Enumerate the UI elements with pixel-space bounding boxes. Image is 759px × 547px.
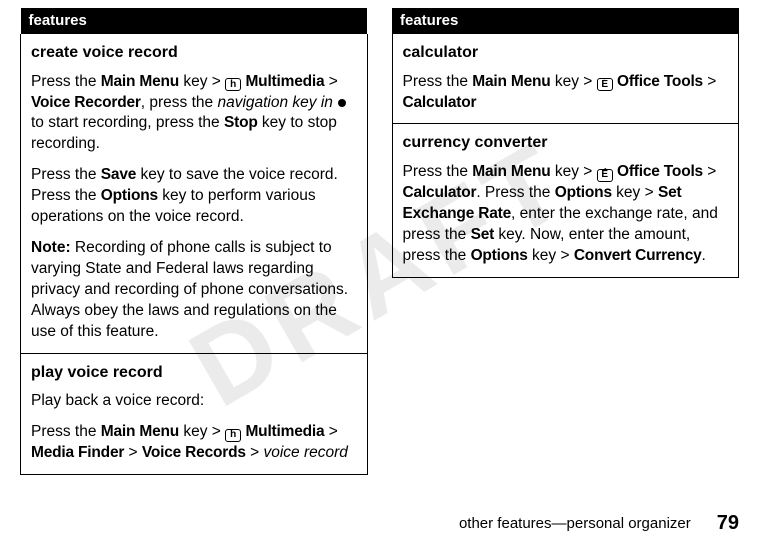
para-2: Press the Main Menu key > h Multimedia >… <box>31 422 357 464</box>
t: Voice Recorder <box>31 94 141 111</box>
left-table: features create voice record Press the M… <box>20 8 368 475</box>
t: Options <box>555 184 612 201</box>
t: Multimedia <box>245 73 324 90</box>
left-header: features <box>21 8 368 34</box>
t: > <box>703 163 716 180</box>
page-footer: other features—personal organizer 79 <box>459 512 739 535</box>
t: Office Tools <box>617 163 703 180</box>
t: Main Menu <box>101 73 179 90</box>
t: . <box>702 247 706 264</box>
t: > <box>324 423 337 440</box>
t: Press the <box>31 73 101 90</box>
cell-title: play voice record <box>31 362 357 384</box>
t: Main Menu <box>472 163 550 180</box>
t: Calculator <box>403 184 477 201</box>
cell-title: currency converter <box>403 132 729 154</box>
t: Voice Records <box>142 444 246 461</box>
cell-title: create voice record <box>31 42 357 64</box>
t: Convert Currency <box>574 247 702 264</box>
right-column: features calculator Press the Main Menu … <box>392 8 740 475</box>
t: Main Menu <box>101 423 179 440</box>
t: navigation key in <box>217 94 332 111</box>
t: key > <box>179 423 225 440</box>
para-1: Press the Main Menu key > h Multimedia >… <box>31 72 357 156</box>
t: Press the <box>403 163 473 180</box>
t: , press the <box>141 94 218 111</box>
t: Save <box>101 166 136 183</box>
office-tools-icon: É <box>597 78 613 91</box>
right-cell-0: calculator Press the Main Menu key > É O… <box>392 34 739 124</box>
para-1: Play back a voice record: <box>31 391 357 412</box>
t: > <box>324 73 337 90</box>
nav-dot-icon <box>338 99 346 107</box>
t: > <box>124 444 142 461</box>
para-3: Note: Recording of phone calls is subjec… <box>31 238 357 343</box>
t: > <box>703 73 716 90</box>
multimedia-icon: h <box>225 78 241 91</box>
t: Set <box>471 226 495 243</box>
t: Stop <box>224 114 258 131</box>
left-column: features create voice record Press the M… <box>20 8 368 475</box>
t: to start recording, press the <box>31 114 224 131</box>
t: Note: <box>31 239 71 256</box>
t: . Press the <box>476 184 554 201</box>
t: Multimedia <box>245 423 324 440</box>
t: > <box>246 444 264 461</box>
para-2: Press the Save key to save the voice rec… <box>31 165 357 228</box>
para-1: Press the Main Menu key > É Office Tools… <box>403 162 729 267</box>
right-table: features calculator Press the Main Menu … <box>392 8 740 278</box>
page-content: features create voice record Press the M… <box>0 0 759 475</box>
left-cell-0: create voice record Press the Main Menu … <box>21 34 368 353</box>
t: key > <box>551 163 597 180</box>
t: Calculator <box>403 94 477 111</box>
t: key > <box>612 184 658 201</box>
t: Main Menu <box>472 73 550 90</box>
page-number: 79 <box>717 512 739 535</box>
t: Press the <box>31 423 101 440</box>
t: Press the <box>403 73 473 90</box>
t: key > <box>528 247 574 264</box>
cell-title: calculator <box>403 42 729 64</box>
t: voice record <box>263 444 347 461</box>
right-header: features <box>392 8 739 34</box>
t: Press the <box>31 166 101 183</box>
t: Media Finder <box>31 444 124 461</box>
t: Options <box>471 247 528 264</box>
office-tools-icon: É <box>597 169 613 182</box>
t: key > <box>179 73 225 90</box>
t: key > <box>551 73 597 90</box>
para-1: Press the Main Menu key > É Office Tools… <box>403 72 729 114</box>
t: Recording of phone calls is subject to v… <box>31 239 348 340</box>
t: Options <box>101 187 158 204</box>
t: Office Tools <box>617 73 703 90</box>
multimedia-icon: h <box>225 429 241 442</box>
left-cell-1: play voice record Play back a voice reco… <box>21 353 368 474</box>
right-cell-1: currency converter Press the Main Menu k… <box>392 124 739 277</box>
footer-section: other features—personal organizer <box>459 515 691 532</box>
